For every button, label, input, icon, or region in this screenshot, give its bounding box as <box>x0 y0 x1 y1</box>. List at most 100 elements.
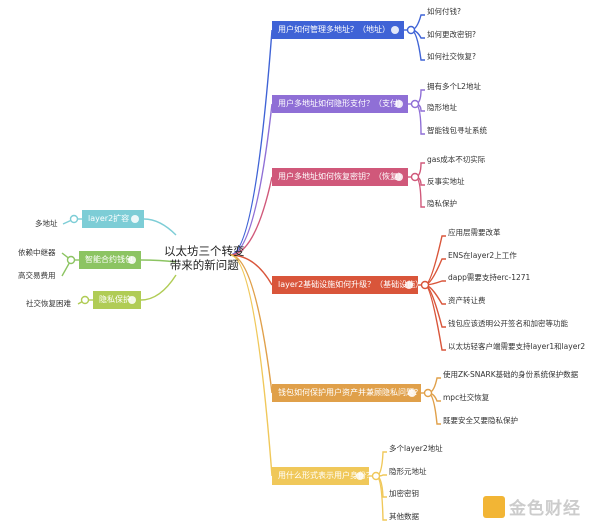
collapse-toggle[interactable] <box>66 255 76 265</box>
topic-5-label: 钱包如何保护用户资产并兼顾隐私问题？ <box>278 388 422 397</box>
leaf-line <box>424 235 446 286</box>
subtopic[interactable]: 高交易费用 <box>18 271 56 281</box>
topic-2-label: 用户多地址如何隐形支付？（支付） <box>278 99 406 108</box>
subtopic-label: 以太坊轻客户端需要支持layer1和layer2 <box>448 342 586 351</box>
subtopic-label: 多个layer2地址 <box>389 444 443 453</box>
subtopic[interactable]: 资产转让费 <box>448 296 486 306</box>
subtopic[interactable]: 应用层需要改革 <box>448 228 501 238</box>
subtopic-label: 既要安全又要隐私保护 <box>443 416 518 425</box>
topic-2[interactable]: 用户多地址如何隐形支付？（支付） <box>272 95 408 113</box>
subtopic-label: 多地址 <box>35 219 58 228</box>
subtopic[interactable]: dapp需要支持erc-1271 <box>448 273 530 283</box>
subtopic-label: mpc社交恢复 <box>443 393 490 402</box>
subtopic-label: 如何社交恢复? <box>427 52 476 61</box>
subtopic-label: 其他数据 <box>389 512 419 521</box>
subtopic-label: 钱包应该透明公开签名和加密等功能 <box>448 319 568 328</box>
branch-line <box>229 103 273 256</box>
subtopic-label: 如何更改密钥? <box>427 30 476 39</box>
subtopic[interactable]: 其他数据 <box>389 512 419 522</box>
central-topic-line1: 以太坊三个转变 <box>164 244 245 258</box>
subtopic[interactable]: gas成本不切实际 <box>427 155 485 165</box>
branch-line <box>229 29 273 256</box>
note-icon[interactable] <box>408 389 416 397</box>
branch-line <box>140 259 177 263</box>
subtopic-label: 使用ZK-SNARK基础的身份系统保护数据 <box>443 370 579 379</box>
subtopic[interactable]: mpc社交恢复 <box>443 393 489 403</box>
subtopic[interactable]: 反事实地址 <box>427 177 465 187</box>
topic-1-label: 用户如何管理多地址？（地址） <box>278 25 390 34</box>
subtopic-label: 隐形地址 <box>427 103 457 112</box>
subtopic-label: 社交恢复困难 <box>26 299 71 308</box>
subtopic-label: 隐私保护 <box>427 199 457 208</box>
subtopic[interactable]: 多个layer2地址 <box>389 444 443 454</box>
collapse-toggle[interactable] <box>410 172 420 182</box>
note-icon[interactable] <box>405 281 413 289</box>
subtopic[interactable]: 依赖中继器 <box>18 248 56 258</box>
note-icon[interactable] <box>131 215 139 223</box>
subtopic-label: 如何付钱? <box>427 7 461 16</box>
topic-1[interactable]: 用户如何管理多地址？（地址） <box>272 21 404 39</box>
topic-3-label: 用户多地址如何恢复密钥？（恢复） <box>278 172 406 181</box>
collapse-toggle[interactable] <box>406 25 416 35</box>
subtopic-label: 应用层需要改革 <box>448 228 501 237</box>
subtopic[interactable]: 如何社交恢复? <box>427 52 476 62</box>
subtopic-label: 资产转让费 <box>448 296 486 305</box>
left-topic-1[interactable]: layer2扩容 <box>82 210 144 228</box>
note-icon[interactable] <box>128 296 136 304</box>
note-icon[interactable] <box>395 173 403 181</box>
note-icon[interactable] <box>128 256 136 264</box>
left-topic-3-label: 隐私保护 <box>99 295 131 304</box>
subtopic[interactable]: 既要安全又要隐私保护 <box>443 416 518 426</box>
collapse-toggle[interactable] <box>371 471 381 481</box>
watermark-text: 金色财经 <box>509 499 581 519</box>
left-topic-2[interactable]: 智能合约钱包 <box>79 251 141 269</box>
topic-4[interactable]: layer2基础设施如何升级？（基础设施） <box>272 276 423 294</box>
subtopic-label: 高交易费用 <box>18 271 56 280</box>
topic-3[interactable]: 用户多地址如何恢复密钥？（恢复） <box>272 168 408 186</box>
branch-line <box>229 176 273 256</box>
note-icon[interactable] <box>356 472 364 480</box>
collapse-toggle[interactable] <box>423 388 433 398</box>
subtopic[interactable]: 多地址 <box>35 219 58 229</box>
subtopic[interactable]: 使用ZK-SNARK基础的身份系统保护数据 <box>443 370 578 380</box>
subtopic[interactable]: 社交恢复困难 <box>26 299 71 309</box>
subtopic[interactable]: 隐形地址 <box>427 103 457 113</box>
branch-line <box>140 274 177 301</box>
subtopic[interactable]: 如何更改密钥? <box>427 30 476 40</box>
leaf-line <box>427 392 441 425</box>
topic-6[interactable]: 用什么形式表示用户身份？ <box>272 467 374 485</box>
collapse-toggle[interactable] <box>410 99 420 109</box>
left-topic-3[interactable]: 隐私保护 <box>93 291 141 309</box>
subtopic-label: 依赖中继器 <box>18 248 56 257</box>
topic-4-label: layer2基础设施如何升级？（基础设施） <box>278 280 424 289</box>
collapse-toggle[interactable] <box>420 280 430 290</box>
collapse-toggle[interactable] <box>69 214 79 224</box>
note-icon[interactable] <box>391 26 399 34</box>
collapse-toggle[interactable] <box>80 295 90 305</box>
subtopic[interactable]: 拥有多个L2地址 <box>427 82 481 92</box>
note-icon[interactable] <box>395 100 403 108</box>
subtopic-label: 加密密钥 <box>389 489 419 498</box>
subtopic-label: 智能钱包寻址系统 <box>427 126 487 135</box>
subtopic[interactable]: 隐形元地址 <box>389 467 427 477</box>
subtopic[interactable]: 加密密钥 <box>389 489 419 499</box>
subtopic[interactable]: 钱包应该透明公开签名和加密等功能 <box>448 319 568 329</box>
branch-line <box>229 254 273 477</box>
subtopic-label: 隐形元地址 <box>389 467 427 476</box>
subtopic-label: 拥有多个L2地址 <box>427 82 481 91</box>
subtopic[interactable]: 智能钱包寻址系统 <box>427 126 487 136</box>
subtopic-label: 反事实地址 <box>427 177 465 186</box>
subtopic[interactable]: ENS在layer2上工作 <box>448 251 517 261</box>
leaf-line <box>424 284 446 328</box>
subtopic[interactable]: 如何付钱? <box>427 7 461 17</box>
subtopic-label: ENS在layer2上工作 <box>448 251 517 260</box>
topic-5[interactable]: 钱包如何保护用户资产并兼顾隐私问题？ <box>272 384 422 402</box>
topic-6-label: 用什么形式表示用户身份？ <box>278 471 374 480</box>
subtopic[interactable]: 以太坊轻客户端需要支持layer1和layer2 <box>448 342 585 352</box>
subtopic[interactable]: 隐私保护 <box>427 199 457 209</box>
branch-line <box>229 254 273 394</box>
central-topic-line2: 带来的新问题 <box>169 258 239 272</box>
central-topic[interactable]: 以太坊三个转变 带来的新问题 <box>164 244 245 272</box>
